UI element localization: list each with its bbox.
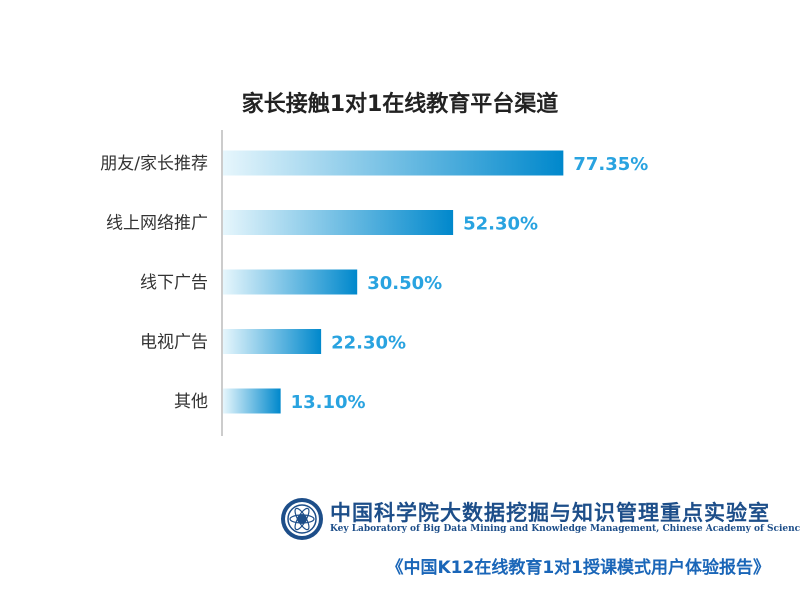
chart-title: 家长接触1对1在线教育平台渠道 xyxy=(241,92,559,117)
bar-chart: 朋友/家长推荐 77.35% 线上网络推广 52.30% 线下广告 30.50% 电视广告 2… xyxy=(100,130,648,436)
category-label: 线上网络推广 xyxy=(106,214,208,234)
bar xyxy=(223,329,322,354)
cas-emblem-icon xyxy=(281,498,323,540)
category-label: 线下广告 xyxy=(140,273,208,293)
bar xyxy=(223,210,454,235)
organization-block: 中国科学院大数据挖掘与知识管理重点实验室 Key Laboratory of B… xyxy=(280,497,800,540)
bar xyxy=(223,269,358,295)
organization-name-cn: 中国科学院大数据挖掘与知识管理重点实验室 xyxy=(330,500,770,525)
data-label: 22.30% xyxy=(331,333,406,354)
data-label: 30.50% xyxy=(367,273,442,294)
category-label: 朋友/家长推荐 xyxy=(100,154,208,174)
category-label: 其他 xyxy=(174,392,208,412)
data-label: 13.10% xyxy=(291,392,366,413)
data-label: 77.35% xyxy=(573,154,648,175)
organization-name-en: Key Laboratory of Big Data Mining and Kn… xyxy=(330,524,800,534)
bar xyxy=(223,150,564,176)
data-label: 52.30% xyxy=(463,214,538,235)
category-label: 电视广告 xyxy=(140,333,208,353)
bar xyxy=(223,388,281,414)
source-citation: 《中国K12在线教育1对1授课模式用户体验报告》 xyxy=(386,558,771,578)
